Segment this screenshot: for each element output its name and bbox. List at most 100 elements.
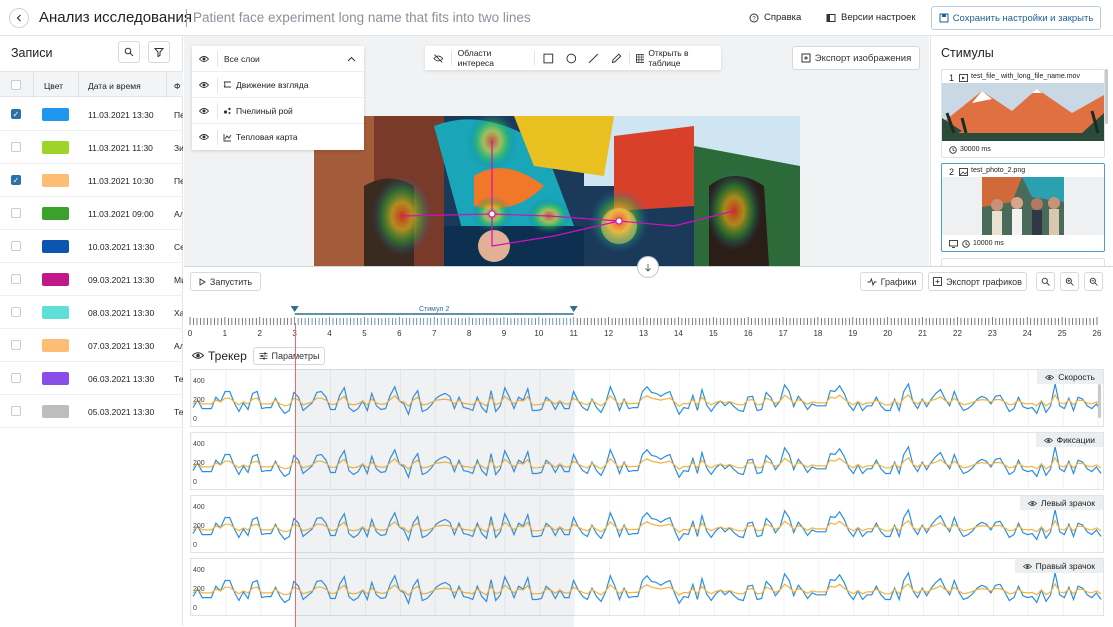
record-row[interactable]: 06.03.2021 13:30 Те (0, 362, 183, 395)
timeline-tick-label: 1 (223, 329, 228, 338)
chart-label-tag[interactable]: Фиксации (1035, 433, 1103, 447)
ellipse-tool-icon[interactable] (566, 53, 577, 64)
zoom-in-button[interactable] (1060, 272, 1079, 291)
line-tool-icon[interactable] (588, 53, 599, 64)
y-tick-label: 200 (193, 586, 205, 593)
timeline-tick-label: 18 (813, 329, 822, 338)
records-search-button[interactable] (118, 41, 140, 63)
panel-splitter-handle[interactable] (637, 256, 659, 278)
help-link[interactable]: ? Справка (749, 12, 801, 23)
timeline-tick-label: 7 (432, 329, 437, 338)
header-bar: Анализ исследования Patient face experim… (0, 0, 1113, 36)
tracker-chart-plot (191, 559, 1102, 615)
record-color-swatch[interactable] (42, 273, 69, 286)
timeline-tick-label: 12 (604, 329, 613, 338)
record-row[interactable]: 10.03.2021 13:30 Се (0, 230, 183, 263)
record-checkbox[interactable]: ✓ (11, 109, 21, 119)
tracker-params-button[interactable]: Параметры (253, 347, 325, 365)
record-checkbox[interactable] (11, 373, 21, 383)
tracker-chart[interactable]: 400 200 0 Фиксации (190, 432, 1104, 490)
record-color-swatch[interactable] (42, 108, 69, 121)
graphs-button[interactable]: Графики (860, 272, 923, 291)
column-header-truncated[interactable]: Ф (174, 81, 181, 91)
eye-off-icon[interactable] (433, 53, 444, 63)
record-row[interactable]: 05.03.2021 13:30 Те (0, 395, 183, 428)
record-row[interactable]: ✓ 11.03.2021 10:30 Пе (0, 164, 183, 197)
record-color-swatch[interactable] (42, 372, 69, 385)
record-checkbox[interactable] (11, 340, 21, 350)
record-checkbox[interactable] (11, 142, 21, 152)
rectangle-tool-icon[interactable] (543, 53, 554, 64)
stimuli-panel: Стимулы 1 test_file_ with_long_file_name… (930, 36, 1113, 266)
timeline-ruler[interactable]: 0123456789101112131415161718192021222324… (184, 301, 1113, 361)
image-icon (959, 168, 968, 176)
column-header-color[interactable]: Цвет (44, 81, 64, 91)
open-table-button[interactable]: Открыть в таблице (648, 48, 689, 68)
page-title: Анализ исследования (39, 9, 192, 26)
eye-icon[interactable] (192, 351, 204, 360)
column-divider (33, 72, 34, 98)
record-color-swatch[interactable] (42, 306, 69, 319)
charts-scrollbar[interactable] (1098, 384, 1101, 418)
back-button[interactable] (9, 8, 29, 28)
record-checkbox[interactable] (11, 307, 21, 317)
record-checkbox[interactable]: ✓ (11, 175, 21, 185)
record-row[interactable]: 08.03.2021 13:30 Ха (0, 296, 183, 329)
export-graphs-button[interactable]: Экспорт графиков (928, 272, 1027, 291)
bee-swarm-icon (223, 107, 231, 114)
stimulus-range-end-handle[interactable] (569, 306, 578, 312)
record-color-swatch[interactable] (42, 141, 69, 154)
playhead-line[interactable] (294, 323, 296, 627)
zoom-fit-button[interactable] (1036, 272, 1055, 291)
tracker-chart[interactable]: 400 200 0 Скорость (190, 369, 1104, 427)
record-name-truncated: Зи (174, 143, 183, 153)
stimulus-thumbnail (942, 83, 1104, 141)
chevron-up-icon[interactable] (347, 56, 356, 62)
record-checkbox[interactable] (11, 274, 21, 284)
series-orange-line (192, 393, 1102, 408)
pencil-tool-icon[interactable] (611, 52, 622, 64)
select-all-checkbox[interactable] (11, 80, 21, 90)
record-color-swatch[interactable] (42, 174, 69, 187)
record-row[interactable]: 09.03.2021 13:30 Ми (0, 263, 183, 296)
zoom-out-button[interactable] (1084, 272, 1103, 291)
save-and-close-button[interactable]: Сохранить настройки и закрыть (931, 6, 1101, 30)
stimulus-card-1[interactable]: 1 test_file_ with_long_file_name.mov 300… (941, 69, 1105, 158)
tracker-chart[interactable]: 400 200 0 Левый зрачок (190, 495, 1104, 553)
record-checkbox[interactable] (11, 406, 21, 416)
chart-label-tag[interactable]: Левый зрачок (1019, 496, 1103, 510)
record-color-swatch[interactable] (42, 207, 69, 220)
record-checkbox[interactable] (11, 241, 21, 251)
layer-divider (217, 76, 218, 93)
tracker-chart[interactable]: 400 200 0 Правый зрачок (190, 558, 1104, 616)
versions-link[interactable]: Версии настроек (826, 12, 916, 23)
chart-label-tag[interactable]: Правый зрачок (1014, 559, 1103, 573)
run-button[interactable]: Запустить (190, 272, 261, 291)
stimulus-card-3-partial[interactable] (941, 258, 1105, 266)
record-row[interactable]: 11.03.2021 11:30 Зи (0, 131, 183, 164)
layer-all[interactable]: Все слои (192, 46, 364, 72)
layer-bee-swarm[interactable]: Пчелиный рой (192, 98, 364, 124)
column-header-datetime[interactable]: Дата и время (88, 81, 141, 91)
chart-label-tag[interactable]: Скорость (1037, 370, 1103, 384)
record-checkbox[interactable] (11, 208, 21, 218)
timeline-tick-label: 10 (534, 329, 543, 338)
graphs-label: Графики (880, 276, 917, 287)
record-name-truncated: Се (174, 242, 183, 252)
record-color-swatch[interactable] (42, 405, 69, 418)
records-filter-button[interactable] (148, 41, 170, 63)
stimulus-card-2[interactable]: 2 test_photo_2.png 10000 ms (941, 163, 1105, 252)
layer-heatmap[interactable]: Тепловая карта (192, 124, 364, 150)
export-image-button[interactable]: Экспорт изображения (792, 46, 920, 70)
record-row[interactable]: 07.03.2021 13:30 Ал (0, 329, 183, 362)
record-color-swatch[interactable] (42, 339, 69, 352)
record-row[interactable]: ✓ 11.03.2021 13:30 Пе (0, 98, 183, 131)
timeline-tick-label: 25 (1058, 329, 1067, 338)
stimuli-scrollbar[interactable] (1105, 69, 1108, 124)
record-row[interactable]: 11.03.2021 09:00 Ал (0, 197, 183, 230)
tracker-chart-plot (191, 433, 1102, 489)
layer-gaze-path[interactable]: Движение взгляда (192, 72, 364, 98)
stimulus-range-start-handle[interactable] (290, 306, 299, 312)
stimulus-image-art (314, 116, 800, 266)
record-color-swatch[interactable] (42, 240, 69, 253)
